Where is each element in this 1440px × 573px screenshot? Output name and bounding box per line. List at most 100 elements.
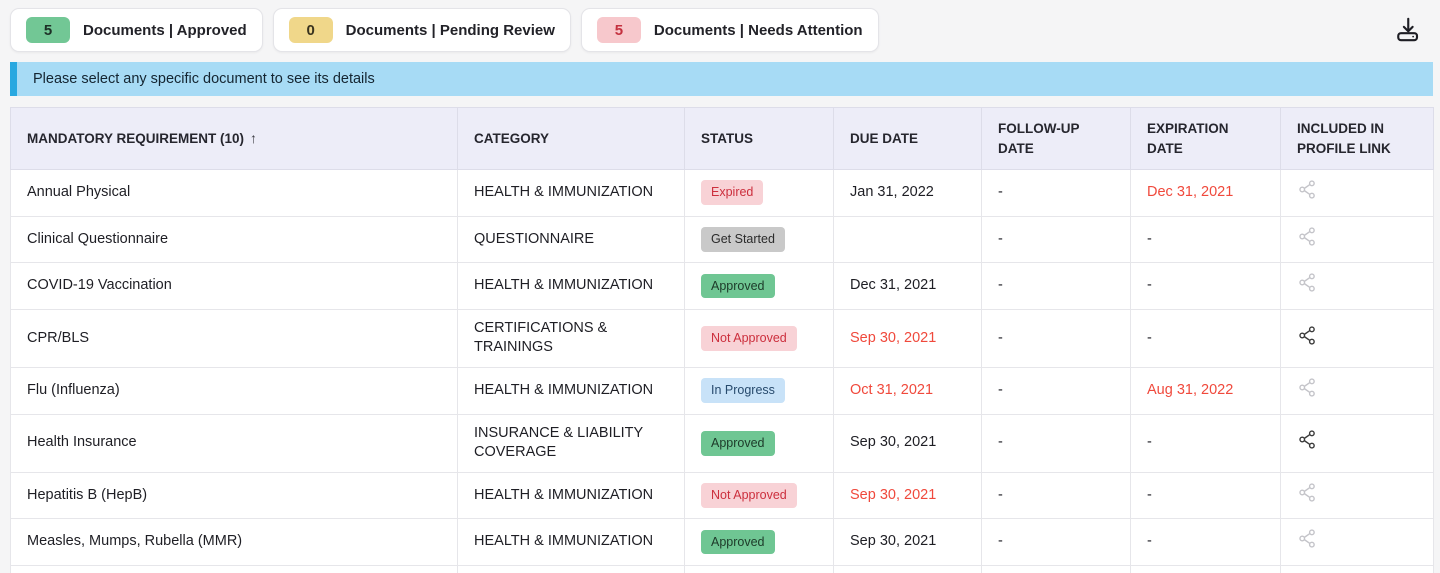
due-date-value: Sep 30, 2021 — [850, 434, 937, 451]
status-badge: Not Approved — [701, 325, 797, 351]
expiration-date-value: Aug 31, 2022 — [1147, 381, 1234, 398]
share-icon[interactable] — [1297, 482, 1318, 503]
share-icon[interactable] — [1297, 179, 1318, 200]
expiration-date-value: - — [1147, 329, 1152, 346]
expiration-date-cell: - — [1130, 564, 1281, 573]
pending-count-label: Documents | Pending Review — [345, 21, 555, 39]
category-cell: HEALTH & IMMUNIZATION — [457, 471, 685, 520]
table-row[interactable]: Annual Physical HEALTH & IMMUNIZATION Expi… — [10, 169, 1434, 217]
follow-up-date-value: - — [998, 184, 1003, 201]
share-icon[interactable] — [1297, 528, 1318, 549]
col-header-included-in-profile-link[interactable]: INCLUDED IN PROFILE LINK — [1280, 106, 1434, 171]
share-icon[interactable] — [1297, 325, 1318, 346]
col-header-due-date[interactable]: DUE DATE — [833, 106, 982, 171]
follow-up-date-cell: - — [981, 215, 1131, 264]
requirement-cell: Clinical Questionnaire — [10, 215, 458, 264]
profile-link-cell — [1280, 413, 1434, 473]
summary-card-pending-review[interactable]: 0 Documents | Pending Review — [272, 8, 571, 52]
expiration-date-value: - — [1147, 230, 1152, 247]
follow-up-date-value: - — [998, 533, 1003, 550]
status-cell: In Progress — [684, 366, 834, 415]
approved-count-badge: 5 — [26, 17, 70, 43]
category-cell: CERTIFICATIONS & TRAININGS — [457, 308, 685, 368]
table-row[interactable]: Clinical Questionnaire QUESTIONNAIRE Get S… — [10, 215, 1434, 264]
table-row[interactable]: COVID-19 Vaccination HEALTH & IMMUNIZATIO… — [10, 262, 1434, 310]
status-cell: Expired — [684, 169, 834, 217]
needs-attention-count-label: Documents | Needs Attention — [653, 21, 863, 39]
share-icon[interactable] — [1297, 429, 1318, 450]
status-badge: In Progress — [701, 378, 785, 404]
expiration-date-value: - — [1147, 434, 1152, 451]
follow-up-date-cell: - — [981, 518, 1131, 566]
expiration-date-cell: - — [1130, 308, 1281, 368]
expiration-date-cell: Aug 31, 2022 — [1130, 366, 1281, 415]
due-date-cell: Sep 30, 2021 — [833, 471, 982, 520]
status-cell: Approved — [684, 518, 834, 566]
expiration-date-value: - — [1147, 486, 1152, 503]
col-header-follow-up-date[interactable]: FOLLOW-UP DATE — [981, 106, 1131, 171]
table-header: MANDATORY REQUIREMENT (10) ↑ CATEGORY STA… — [10, 106, 1434, 171]
follow-up-date-cell: - — [981, 471, 1131, 520]
status-cell: Approved — [684, 413, 834, 473]
category-cell: HEALTH & IMMUNIZATION — [457, 564, 685, 573]
table-row[interactable]: CPR/BLS CERTIFICATIONS & TRAININGS Not App… — [10, 308, 1434, 368]
col-header-status[interactable]: STATUS — [684, 106, 834, 171]
info-banner-text: Please select any specific document to s… — [33, 71, 375, 87]
status-badge: Approved — [701, 529, 775, 555]
table-body: Annual Physical HEALTH & IMMUNIZATION Expi… — [10, 169, 1434, 573]
requirement-cell: COVID-19 Vaccination — [10, 262, 458, 310]
approved-count-label: Documents | Approved — [83, 21, 247, 39]
status-badge: Expired — [701, 180, 764, 206]
col-header-mandatory-requirement[interactable]: MANDATORY REQUIREMENT (10) ↑ — [10, 106, 458, 171]
follow-up-date-cell: - — [981, 366, 1131, 415]
category-cell: HEALTH & IMMUNIZATION — [457, 262, 685, 310]
follow-up-date-cell: - — [981, 169, 1131, 217]
summary-card-needs-attention[interactable]: 5 Documents | Needs Attention — [580, 8, 879, 52]
profile-link-cell — [1280, 169, 1434, 217]
requirement-cell: Measles, Mumps, Rubella (MMR) — [10, 518, 458, 566]
expiration-date-cell: - — [1130, 471, 1281, 520]
share-icon[interactable] — [1297, 226, 1318, 247]
status-badge: Approved — [701, 273, 775, 299]
status-badge: Not Approved — [701, 482, 797, 508]
due-date-value: Oct 31, 2021 — [850, 381, 934, 398]
summary-row: 5 Documents | Approved 0 Documents | Pen… — [10, 8, 1433, 52]
expiration-date-cell: - — [1130, 215, 1281, 264]
table-row[interactable]: Measles, Mumps, Rubella (MMR) HEALTH & IM… — [10, 518, 1434, 566]
follow-up-date-cell: - — [981, 262, 1131, 310]
profile-link-cell — [1280, 215, 1434, 264]
profile-link-cell — [1280, 518, 1434, 566]
table-row[interactable]: Hepatitis B (HepB) HEALTH & IMMUNIZATION N… — [10, 471, 1434, 520]
requirement-cell: Polio — [10, 564, 458, 573]
profile-link-cell — [1280, 262, 1434, 310]
profile-link-cell — [1280, 564, 1434, 573]
expiration-date-cell: - — [1130, 413, 1281, 473]
due-date-cell: Sep 30, 2021 — [833, 564, 982, 573]
share-icon[interactable] — [1297, 272, 1318, 293]
due-date-value: Sep 30, 2021 — [850, 329, 937, 346]
table-row[interactable]: Flu (Influenza) HEALTH & IMMUNIZATION In P… — [10, 366, 1434, 415]
status-cell: Get Started — [684, 215, 834, 264]
info-banner: Please select any specific document to s… — [10, 62, 1433, 96]
documents-table: MANDATORY REQUIREMENT (10) ↑ CATEGORY STA… — [10, 106, 1434, 573]
due-date-cell — [833, 215, 982, 264]
summary-card-approved[interactable]: 5 Documents | Approved — [10, 8, 263, 52]
download-tray-icon — [1392, 15, 1422, 45]
download-button[interactable] — [1389, 12, 1425, 48]
status-badge: Approved — [701, 430, 775, 456]
due-date-cell: Sep 30, 2021 — [833, 413, 982, 473]
table-row[interactable]: Health Insurance INSURANCE & LIABILITY CO… — [10, 413, 1434, 473]
due-date-value: Jan 31, 2022 — [850, 184, 934, 201]
follow-up-date-value: - — [998, 486, 1003, 503]
due-date-value: Dec 31, 2021 — [850, 277, 937, 294]
follow-up-date-cell: - — [981, 413, 1131, 473]
follow-up-date-value: - — [998, 230, 1003, 247]
col-header-category[interactable]: CATEGORY — [457, 106, 685, 171]
due-date-cell: Jan 31, 2022 — [833, 169, 982, 217]
requirement-cell: CPR/BLS — [10, 308, 458, 368]
col-header-expiration-date[interactable]: EXPIRATION DATE — [1130, 106, 1281, 171]
pending-count-badge: 0 — [288, 17, 333, 43]
share-icon[interactable] — [1297, 377, 1318, 398]
